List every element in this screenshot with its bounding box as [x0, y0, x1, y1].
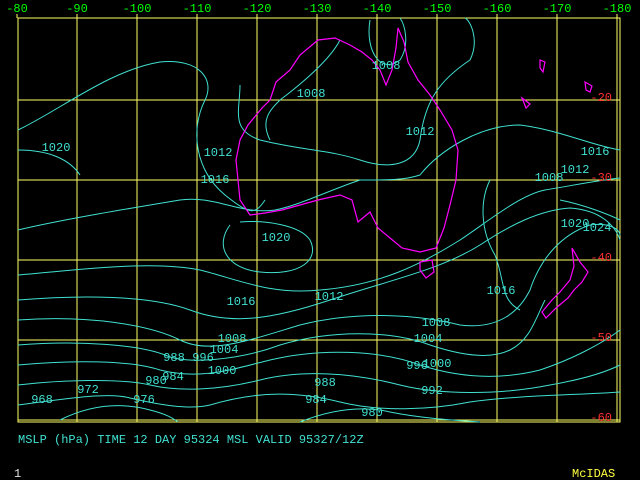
isobar-label: 1004: [414, 332, 443, 346]
isobar: [17, 124, 621, 231]
isobar: [299, 408, 481, 423]
isobar-label: 1024: [583, 221, 612, 235]
isobar-label: 992: [421, 384, 443, 398]
isobar-label: 1004: [210, 343, 239, 357]
longitude-label: -130: [303, 2, 332, 16]
latitude-label: -50: [590, 331, 612, 345]
isobar-label: 980: [145, 374, 167, 388]
isobar: [17, 61, 266, 212]
longitude-label: -80: [6, 2, 28, 16]
longitude-label: -120: [243, 2, 272, 16]
frame-number: 1: [14, 467, 21, 480]
isobar-label: 1020: [561, 217, 590, 231]
isobar-label: 980: [361, 406, 383, 420]
isobar: [59, 405, 179, 423]
isobars: [17, 17, 621, 423]
isobar-label: 1016: [227, 295, 256, 309]
isobar-label: 968: [31, 393, 53, 407]
isobar-label: 1020: [42, 141, 71, 155]
graticule: [16, 14, 621, 423]
isobar: [482, 179, 521, 311]
isobar-label: 1008: [218, 332, 247, 346]
isobar: [17, 329, 621, 377]
isobar-label: 988: [163, 351, 185, 365]
isobar-label: 1008: [372, 59, 401, 73]
latitude-label: -40: [590, 251, 612, 265]
tasmania-coast: [419, 259, 435, 279]
isobar-label: 1000: [208, 364, 237, 378]
isobar-label: 1000: [423, 357, 452, 371]
longitude-label: -160: [483, 2, 512, 16]
isobar: [559, 199, 621, 221]
isobar-label: 1008: [422, 316, 451, 330]
latitude-label: -20: [590, 91, 612, 105]
isobar: [17, 207, 621, 320]
isobar-label: 1012: [406, 125, 435, 139]
isobar-label: 1016: [581, 145, 610, 159]
isobar: [17, 364, 621, 393]
brand: McIDAS: [572, 467, 615, 480]
isobar-label: 984: [305, 393, 327, 407]
island-coast: [584, 80, 593, 93]
australia-coast: [235, 27, 459, 253]
longitude-label: -170: [543, 2, 572, 16]
isobar-label: 996: [192, 351, 214, 365]
longitude-label: -150: [423, 2, 452, 16]
caption: MSLP (hPa) TIME 12 DAY 95324 MSL VALID 9…: [18, 433, 364, 447]
isobar-label: 1012: [561, 163, 590, 177]
isobar: [17, 149, 81, 176]
isobar-label: 1008: [297, 87, 326, 101]
isobar-label: 976: [133, 393, 155, 407]
island-coast: [539, 59, 546, 74]
isobar-label: 1020: [262, 231, 291, 245]
longitude-label: -180: [603, 2, 632, 16]
isobar-label: 1012: [204, 146, 233, 160]
coastlines: [235, 27, 593, 319]
isobar: [222, 221, 313, 274]
isobar: [17, 299, 546, 361]
isobar-label: 1008: [535, 171, 564, 185]
isobar-label: 1016: [487, 284, 516, 298]
isobar: [368, 17, 407, 65]
isobar: [237, 17, 475, 166]
longitude-label: -90: [66, 2, 88, 16]
isobar: [17, 177, 621, 292]
latitude-label: -30: [590, 171, 612, 185]
isobar-label: 988: [314, 376, 336, 390]
isobar-label: 1016: [201, 173, 230, 187]
isobar: [17, 391, 621, 410]
latitude-label: -60: [590, 411, 612, 425]
isobar: [17, 223, 621, 347]
labels: MSLP (hPa) TIME 12 DAY 95324 MSL VALID 9…: [6, 2, 631, 480]
isobar: [265, 39, 341, 141]
isobar-label: 972: [77, 383, 99, 397]
longitude-label: -110: [183, 2, 212, 16]
new-zealand-coast: [541, 247, 589, 319]
isobar-label: 984: [162, 370, 184, 384]
isobar-label: 996: [406, 359, 428, 373]
island-coast: [520, 96, 531, 110]
longitude-label: -140: [363, 2, 392, 16]
longitude-label: -100: [123, 2, 152, 16]
isobar-label: 1012: [315, 290, 344, 304]
